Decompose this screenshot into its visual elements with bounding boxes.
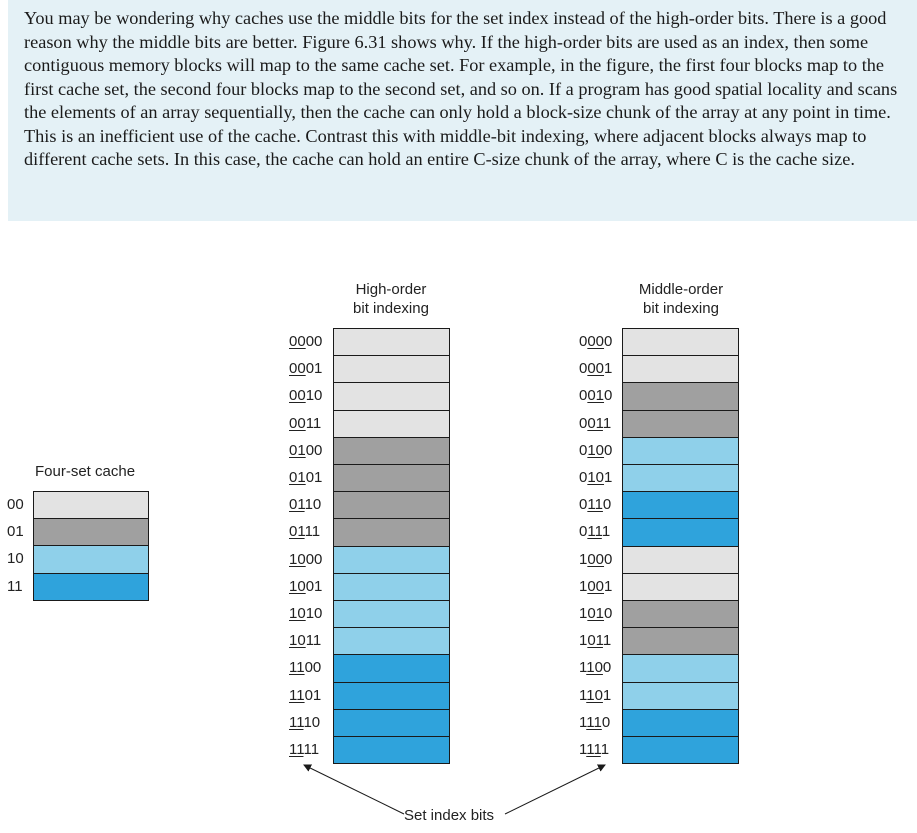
set-index-bits-label: Set index bits — [404, 807, 495, 824]
explanatory-paragraph: You may be wondering why caches use the … — [8, 0, 917, 221]
paragraph-text: You may be wondering why caches use the … — [24, 8, 898, 169]
arrow-to-high-order-bits — [303, 764, 405, 815]
memory-block — [333, 736, 450, 765]
middle-order-title: Middle-order bit indexing — [622, 280, 740, 318]
block-address: 0010 — [579, 387, 613, 405]
memory-block — [622, 600, 739, 629]
block-address: 0111 — [289, 523, 321, 541]
high-order-title-line1: High-order — [355, 281, 427, 298]
memory-block — [333, 436, 450, 465]
high-order-title-line2: bit indexing — [353, 300, 429, 317]
memory-block — [622, 491, 739, 520]
block-address: 0110 — [579, 496, 612, 514]
four-set-cache-title: Four-set cache — [35, 463, 136, 480]
block-address: 1111 — [289, 741, 320, 758]
block-address: 1101 — [579, 686, 612, 704]
middle-order-title-line1: Middle-order — [638, 281, 724, 298]
block-address: 0000 — [289, 333, 323, 350]
block-address: 1011 — [289, 632, 322, 650]
memory-block — [622, 681, 739, 710]
memory-block — [333, 627, 450, 656]
memory-block — [622, 518, 739, 547]
memory-block — [622, 355, 739, 384]
block-address: 1000 — [579, 550, 613, 568]
cache-set-label: 00 — [7, 496, 24, 513]
memory-block — [333, 545, 450, 574]
block-address: 1100 — [579, 659, 612, 677]
memory-block — [333, 600, 450, 629]
block-address: 1000 — [289, 550, 323, 568]
block-address: 1110 — [579, 713, 611, 731]
block-address: 1010 — [579, 605, 613, 622]
block-address: 1001 — [289, 577, 323, 595]
memory-block — [622, 572, 739, 601]
memory-block — [333, 708, 450, 737]
high-order-title: High-order bit indexing — [332, 280, 450, 318]
block-address: 0110 — [289, 496, 322, 514]
cache-set-label: 11 — [7, 577, 23, 595]
memory-block — [622, 736, 739, 765]
block-address: 1101 — [289, 686, 322, 704]
block-address: 0001 — [579, 360, 613, 378]
block-address: 0011 — [579, 414, 612, 432]
memory-block — [622, 464, 739, 493]
block-address: 1100 — [289, 659, 322, 677]
block-address: 0010 — [289, 387, 323, 405]
block-address: 1011 — [579, 632, 612, 650]
block-address: 0000 — [579, 333, 613, 350]
block-address: 0011 — [289, 414, 322, 432]
block-address: 1111 — [579, 741, 610, 758]
block-address: 1001 — [579, 577, 613, 595]
cache-set-label: 01 — [7, 523, 24, 541]
block-address: 0100 — [289, 441, 323, 459]
block-address: 0111 — [579, 523, 611, 541]
block-address: 0101 — [289, 469, 323, 486]
arrow-to-middle-order-bits — [504, 764, 606, 815]
block-address: 1010 — [289, 605, 323, 622]
middle-order-title-line2: bit indexing — [643, 300, 719, 317]
block-address: 0001 — [289, 360, 323, 378]
memory-block — [333, 409, 450, 438]
memory-block — [333, 572, 450, 601]
memory-block — [333, 328, 450, 357]
cache-set-label: 10 — [7, 550, 24, 568]
block-address: 0100 — [579, 441, 613, 459]
block-address: 1110 — [289, 713, 321, 731]
block-address: 0101 — [579, 469, 613, 486]
